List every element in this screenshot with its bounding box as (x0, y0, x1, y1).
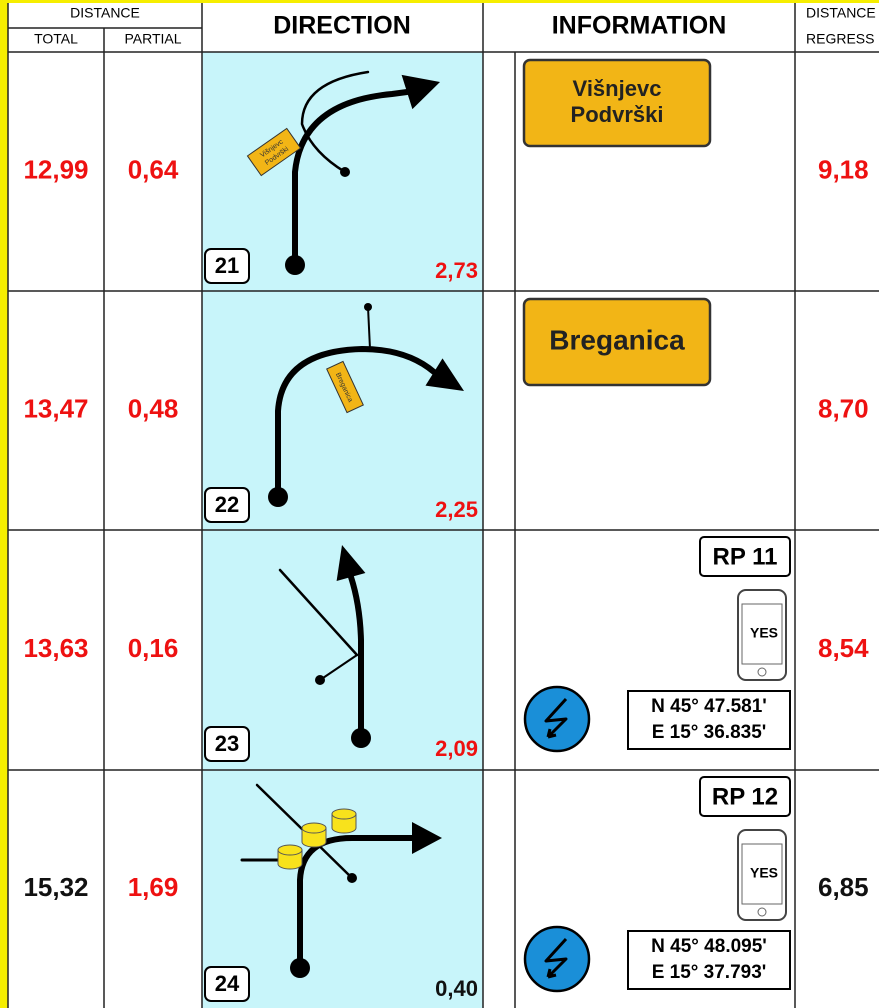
place-sign-text: Višnjevc (573, 76, 662, 101)
coordinate: N 45° 48.095' (651, 936, 767, 957)
regress: 8,70 (818, 393, 869, 423)
phone-button (757, 907, 767, 917)
phone-status: YES (750, 865, 778, 881)
regress: 6,85 (818, 872, 869, 902)
place-sign (522, 58, 712, 148)
coords-frame (627, 930, 791, 990)
box-number: 24 (215, 971, 240, 996)
partial: 0,48 (128, 393, 179, 423)
grid (7, 3, 879, 1008)
phone-status: YES (750, 625, 778, 641)
header-direction: DIRECTION (273, 12, 411, 40)
coordinate: N 45° 47.581' (651, 696, 767, 717)
coordinate: E 15° 36.835' (652, 722, 767, 743)
total: 15,32 (23, 872, 88, 902)
speed-icon-symbol (544, 937, 568, 979)
rp-frame (699, 776, 791, 817)
total: 12,99 (23, 154, 88, 184)
box-number-frame (204, 487, 250, 523)
place-sign-text: Breganica (549, 324, 685, 355)
coordinate: E 15° 37.793' (652, 962, 767, 983)
regress: 8,54 (818, 633, 869, 663)
diagram (240, 783, 442, 978)
box-number: 21 (215, 253, 239, 278)
place-sign (522, 297, 712, 387)
next-distance: 2,25 (435, 497, 478, 522)
header-distance: DISTANCE (70, 5, 140, 21)
phone-screen (741, 603, 783, 665)
box-number-frame (204, 248, 250, 284)
next-distance: 0,40 (435, 976, 478, 1001)
header-information: INFORMATION (552, 12, 727, 40)
total: 13,63 (23, 633, 88, 663)
rp: RP 12 (712, 783, 778, 810)
rp-frame (699, 536, 791, 577)
header-partial: PARTIAL (124, 31, 181, 47)
partial: 1,69 (128, 872, 179, 902)
header-regress: REGRESS (806, 31, 874, 47)
box-number-frame (204, 966, 250, 1002)
rp: RP 11 (713, 543, 778, 570)
phone-button (757, 667, 767, 677)
header-regress: DISTANCE (806, 5, 876, 21)
partial: 0,16 (128, 633, 179, 663)
phone-screen (741, 843, 783, 905)
place-sign-text: Podvrški (571, 102, 664, 127)
next-distance: 2,09 (435, 736, 478, 761)
box-number: 22 (215, 492, 239, 517)
regress: 9,18 (818, 154, 869, 184)
next-distance: 2,73 (435, 258, 478, 283)
diagram: Breganica (268, 303, 464, 507)
header-total: TOTAL (34, 31, 78, 47)
partial: 0,64 (128, 154, 179, 184)
total: 13,47 (23, 393, 88, 423)
coords-frame (627, 690, 791, 750)
box-number-frame (204, 726, 250, 762)
diagram (278, 545, 371, 748)
speed-icon-symbol (544, 697, 568, 739)
box-number: 23 (215, 731, 239, 756)
